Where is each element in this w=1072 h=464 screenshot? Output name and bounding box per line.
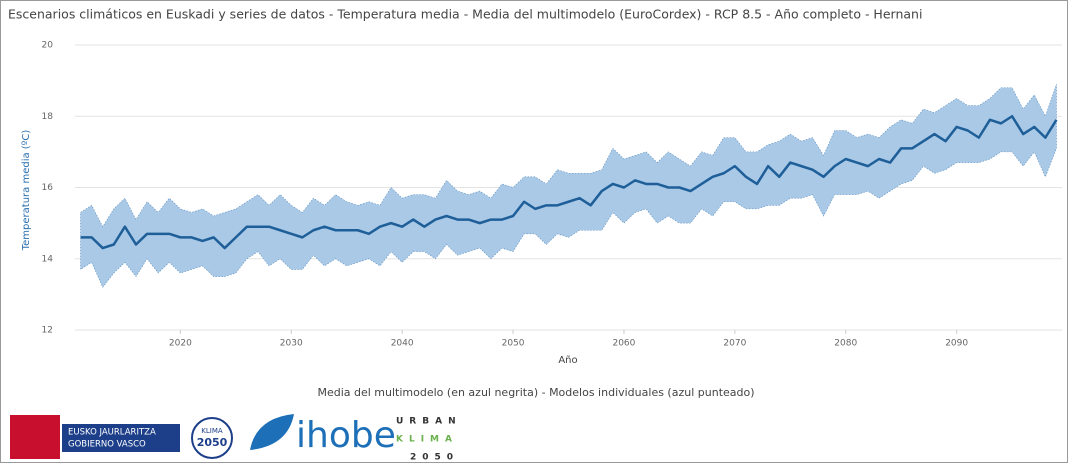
x-axis-label: Año: [558, 355, 577, 366]
x-tick-label: 2090: [945, 339, 968, 349]
logo-text: ihobe: [296, 415, 396, 456]
logo-text: EUSKO JAURLARITZA: [68, 428, 156, 438]
chart-title: Escenarios climáticos en Euskadi y serie…: [8, 7, 922, 22]
x-tick-label: 2060: [612, 339, 635, 349]
x-tick-label: 2020: [169, 339, 192, 349]
logo-text: 2050: [197, 436, 228, 449]
logo-text: KLIMA: [396, 435, 458, 445]
series-line: [80, 115, 1058, 250]
y-tick-label: 16: [42, 183, 54, 193]
band: [80, 84, 1057, 288]
logo-klima: [191, 417, 233, 459]
y-axis-label: Temperatura media (ºC): [21, 130, 32, 252]
logo-text: KLIMA: [201, 427, 223, 435]
logos: EUSKO JAURLARITZA GOBIERNO VASCO KLIMA 2…: [10, 414, 462, 463]
x-tick-label: 2050: [502, 339, 525, 349]
caption: Media del multimodelo (en azul negrita) …: [317, 386, 754, 399]
y-tick-label: 20: [42, 41, 54, 51]
logo-text: GOBIERNO VASCO: [68, 440, 146, 450]
logo-text: URBAN: [396, 417, 462, 427]
x-tick-label: 2040: [391, 339, 414, 349]
y-tick-label: 14: [42, 254, 54, 264]
x-tick-label: 2030: [280, 339, 303, 349]
x-tick-label: 2070: [723, 339, 746, 349]
x-tick-label: 2080: [834, 339, 857, 349]
y-tick-label: 18: [42, 112, 54, 122]
logo-leaf: [250, 414, 294, 450]
logo-shield: [10, 415, 60, 459]
y-tick-label: 12: [42, 326, 53, 336]
logo-eusko: [62, 424, 180, 452]
logo-text: 2050: [410, 453, 459, 463]
